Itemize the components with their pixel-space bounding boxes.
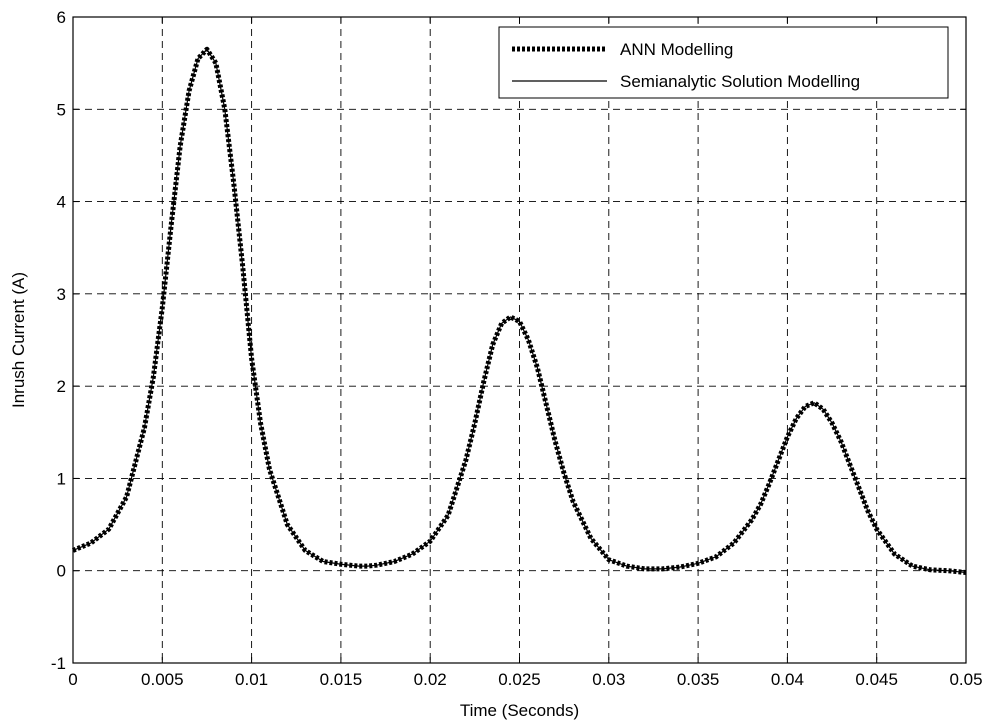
x-tick-label: 0.04: [771, 670, 804, 689]
legend: ANN Modelling Semianalytic Solution Mode…: [498, 26, 949, 99]
y-tick-label: 3: [57, 285, 66, 304]
x-tick-label: 0.05: [949, 670, 982, 689]
x-axis-title: Time (Seconds): [460, 701, 579, 720]
y-axis-title: Inrush Current (A): [9, 272, 28, 408]
legend-box: [498, 26, 949, 99]
legend-label-semianalytic: Semianalytic Solution Modelling: [620, 72, 860, 91]
axis-ticks: 0 0.005 0.01 0.015 0.02 0.025 0.03 0.035 0.04 0.0…: [51, 8, 983, 689]
x-tick-label: 0.03: [592, 670, 625, 689]
y-tick-label: -1: [51, 654, 66, 673]
series-line-semianalytic: [72, 48, 967, 574]
x-tick-label: 0.045: [855, 670, 898, 689]
y-tick-label: 5: [57, 100, 66, 119]
y-tick-label: 6: [57, 8, 66, 27]
x-tick-label: 0.025: [498, 670, 541, 689]
x-tick-label: 0.035: [677, 670, 720, 689]
series-layer: [72, 46, 967, 576]
y-tick-label: 2: [57, 377, 66, 396]
legend-label-ann: ANN Modelling: [620, 40, 733, 59]
x-tick-label: 0.015: [320, 670, 363, 689]
x-tick-label: 0.02: [414, 670, 447, 689]
y-tick-label: 4: [57, 193, 66, 212]
y-tick-label: 0: [57, 562, 66, 581]
y-tick-label: 1: [57, 469, 66, 488]
grid: [73, 17, 966, 663]
x-tick-label: 0: [68, 670, 77, 689]
x-tick-label: 0.005: [141, 670, 184, 689]
x-tick-label: 0.01: [235, 670, 268, 689]
